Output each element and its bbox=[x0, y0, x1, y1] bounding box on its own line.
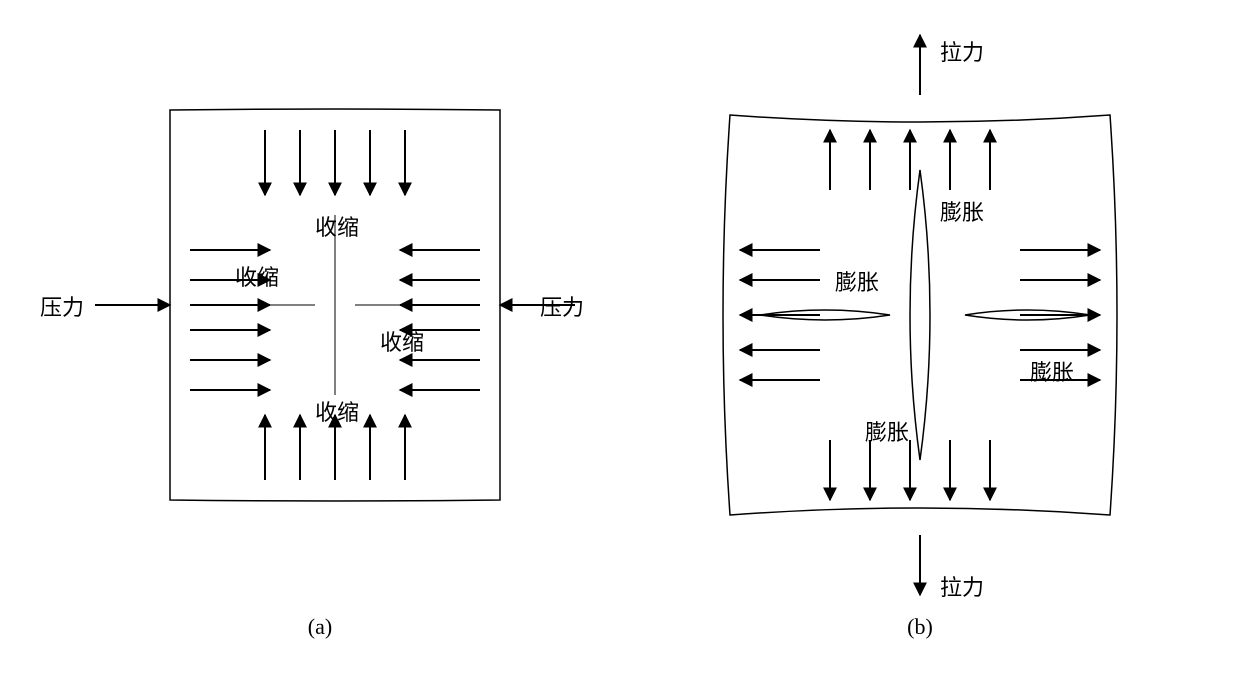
caption-a: (a) bbox=[308, 614, 332, 640]
caption-b: (b) bbox=[907, 614, 933, 640]
label-b-outer-bottom: 拉力 bbox=[940, 570, 984, 602]
label-a-outer-right: 压力 bbox=[540, 290, 584, 322]
panel-a: 压力 压力 收缩 收缩 收缩 收缩 (a) bbox=[40, 20, 600, 640]
panel-b: 拉力 拉力 膨胀 膨胀 膨胀 膨胀 (b) bbox=[640, 20, 1200, 640]
label-b-inner-top: 膨胀 bbox=[940, 195, 984, 227]
label-a-inner-right: 收缩 bbox=[380, 325, 424, 357]
label-a-inner-bottom: 收缩 bbox=[315, 395, 359, 427]
label-a-outer-left: 压力 bbox=[40, 290, 84, 322]
label-b-inner-left: 膨胀 bbox=[835, 265, 879, 297]
panel-a-svg bbox=[40, 20, 600, 600]
panel-b-svg bbox=[640, 20, 1200, 620]
diagram-container: 压力 压力 收缩 收缩 收缩 收缩 (a) 拉力 拉力 膨胀 膨胀 膨胀 膨胀 … bbox=[20, 20, 1220, 670]
label-a-inner-left: 收缩 bbox=[235, 260, 279, 292]
label-a-inner-top: 收缩 bbox=[315, 210, 359, 242]
label-b-outer-top: 拉力 bbox=[940, 35, 984, 67]
label-b-inner-right: 膨胀 bbox=[1030, 355, 1074, 387]
label-b-inner-bottom: 膨胀 bbox=[865, 415, 909, 447]
